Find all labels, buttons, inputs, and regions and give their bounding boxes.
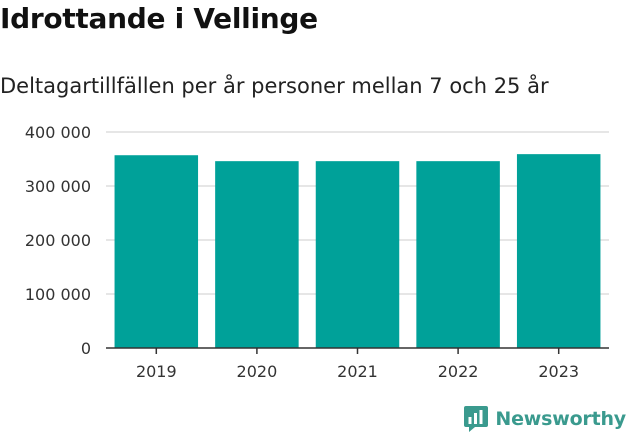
x-tick-label: 2019 [136,362,177,381]
y-axis-ticks: 0 100 000 200 000 300 000 400 000 [25,123,91,358]
bar-2023 [516,154,601,348]
x-tick-label: 2022 [438,362,479,381]
bar-2019 [114,155,199,348]
chart-title: Idrottande i Vellinge [0,2,318,35]
bar-2021 [315,161,400,348]
x-tick-label: 2023 [538,362,579,381]
bar-2020 [215,161,299,348]
bars [114,154,601,348]
y-tick-label: 100 000 [25,285,91,304]
newsworthy-logo-icon [464,406,489,432]
brand-name: Newsworthy [495,408,626,430]
x-axis-ticks: 2019 2020 2021 2022 2023 [136,348,579,381]
y-tick-label: 0 [81,339,91,358]
y-tick-label: 200 000 [25,231,91,250]
chart-subtitle: Deltagartillfällen per år personer mella… [0,74,549,98]
bar-2022 [416,161,500,348]
x-tick-label: 2021 [337,362,378,381]
y-tick-label: 400 000 [25,123,91,142]
x-tick-label: 2020 [237,362,278,381]
brand-logo: Newsworthy [463,405,626,433]
y-tick-label: 300 000 [25,177,91,196]
